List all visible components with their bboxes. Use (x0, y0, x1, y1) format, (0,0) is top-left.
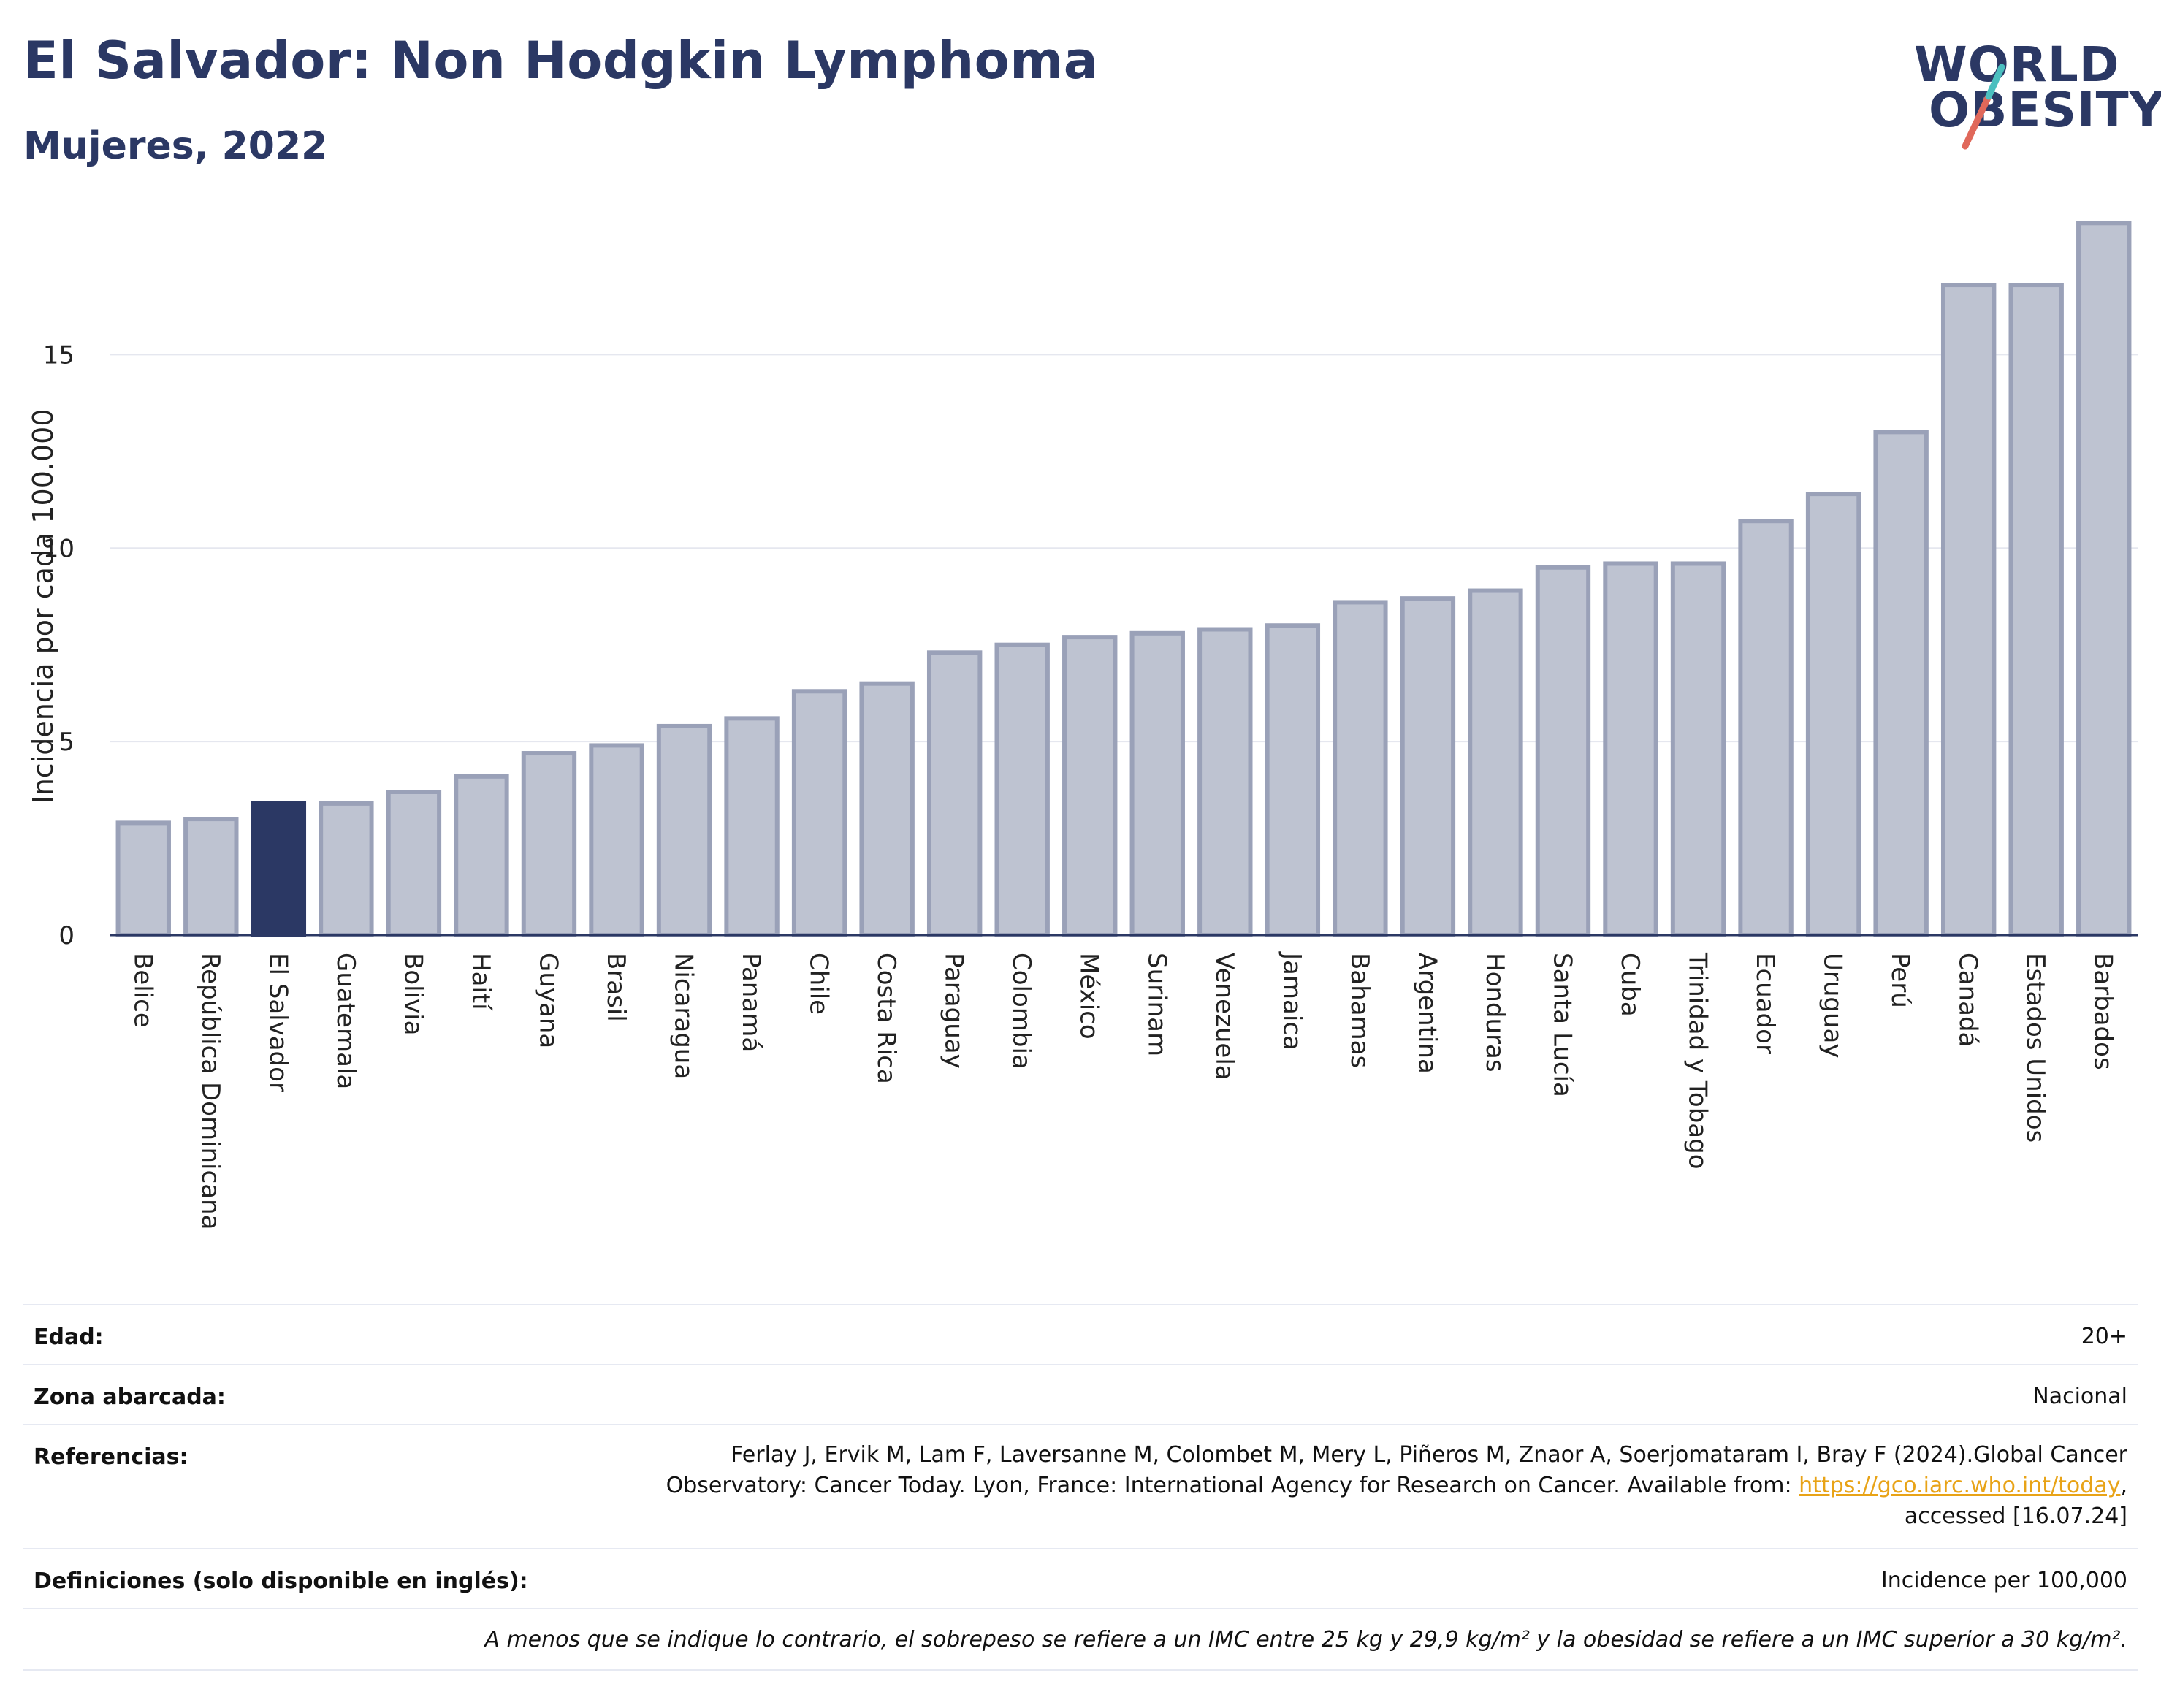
x-tick-label: Brasil (601, 953, 630, 1022)
bar (2008, 283, 2064, 937)
referencias-line3: accessed [16.07.24] (1904, 1503, 2127, 1529)
zona-value: Nacional (2032, 1384, 2127, 1409)
referencias-line2-text: Observatory: Cancer Today. Lyon, France:… (666, 1473, 1799, 1498)
bar (521, 751, 577, 937)
y-tick-label: 15 (43, 340, 75, 370)
definiciones-value: Incidence per 100,000 (1880, 1568, 2127, 1593)
bar (1805, 492, 1861, 937)
bar (1265, 623, 1321, 937)
referencias-value: Ferlay J, Ervik M, Lam F, Laversanne M, … (666, 1440, 2127, 1532)
x-tick-label: Guyana (533, 953, 563, 1048)
x-tick-label: Ecuador (1750, 953, 1780, 1054)
bar (1940, 283, 1997, 937)
bar (1873, 430, 1929, 937)
info-row-definiciones: Definiciones (solo disponible en inglés)… (23, 1548, 2138, 1609)
referencias-line1: Ferlay J, Ervik M, Lam F, Laversanne M, … (731, 1442, 2127, 1468)
world-obesity-logo: WORLD OBESITY (1907, 29, 2161, 161)
x-tick-label: Chile (804, 953, 834, 1015)
x-tick-label: Cuba (1615, 953, 1644, 1017)
x-tick-label: Paraguay (940, 953, 969, 1069)
info-row-referencias: Referencias: Ferlay J, Ervik M, Lam F, L… (23, 1424, 2138, 1549)
bar (1738, 519, 1794, 937)
bar (319, 801, 374, 937)
chart-subtitle: Mujeres, 2022 (23, 124, 328, 168)
y-tick-label: 5 (58, 728, 75, 757)
bar (589, 743, 644, 937)
x-tick-label: Trinidad y Tobago (1683, 952, 1712, 1170)
bar (859, 681, 915, 937)
bar (994, 642, 1050, 937)
zona-label: Zona abarcada: (34, 1384, 226, 1410)
x-tick-label: Estados Unidos (2021, 953, 2050, 1143)
info-row-footnote: A menos que se indique lo contrario, el … (23, 1608, 2138, 1671)
logo-line1: WORLD (1914, 37, 2120, 93)
chart-title: El Salvador: Non Hodgkin Lymphoma (23, 31, 1099, 91)
x-tick-label: Uruguay (1818, 953, 1848, 1059)
bar (1468, 588, 1523, 937)
x-tick-label: Canadá (1954, 953, 1983, 1047)
info-row-zona: Zona abarcada: Nacional (23, 1364, 2138, 1425)
x-tick-label: Honduras (1480, 953, 1509, 1072)
x-tick-label: Panamá (736, 953, 766, 1052)
logo-line2: OBESITY (1929, 82, 2161, 138)
x-tick-label: Jamaica (1277, 951, 1306, 1051)
bar (656, 723, 712, 937)
x-tick-label: Perú (1886, 953, 1915, 1008)
info-row-edad: Edad: 20+ (23, 1304, 2138, 1365)
bar (115, 820, 171, 938)
y-tick-label: 10 (43, 534, 75, 563)
x-tick-label: El Salvador (263, 953, 292, 1092)
bar (724, 716, 780, 938)
bar (2076, 221, 2132, 937)
x-tick-label: Costa Rica (872, 953, 901, 1084)
y-axis-label: Incidencia por cada 100.000 (27, 408, 59, 804)
bar (1670, 561, 1726, 937)
edad-label: Edad: (34, 1324, 104, 1350)
referencias-line2-end: , (2120, 1473, 2127, 1498)
x-tick-label: Nicaragua (669, 953, 698, 1079)
x-tick-label: Venezuela (1210, 953, 1239, 1080)
edad-value: 20+ (2081, 1324, 2127, 1349)
bar (1197, 627, 1253, 937)
bar (1535, 565, 1591, 938)
x-tick-label: Haití (466, 953, 495, 1011)
footnote-text: A menos que se indique lo contrario, el … (484, 1627, 2127, 1652)
bar (1603, 561, 1658, 937)
bar (454, 774, 509, 937)
x-tick-label: Bolivia (398, 953, 427, 1035)
y-tick-label: 0 (58, 921, 75, 950)
x-tick-label: México (1075, 953, 1104, 1040)
bar (386, 790, 442, 937)
x-tick-label: Colombia (1007, 953, 1036, 1070)
bar (1333, 600, 1388, 937)
bar (183, 817, 239, 937)
definiciones-label: Definiciones (solo disponible en inglés)… (34, 1568, 528, 1594)
bar (1062, 635, 1118, 937)
bar (1400, 596, 1456, 937)
x-tick-label: Bahamas (1345, 953, 1374, 1068)
bar (791, 689, 847, 937)
bar (1129, 630, 1185, 937)
reference-link[interactable]: https://gco.iarc.who.int/today (1799, 1473, 2121, 1498)
x-tick-label: Argentina (1412, 953, 1441, 1074)
bar-highlighted (251, 801, 307, 937)
x-tick-label: República Dominicana (196, 953, 225, 1229)
x-tick-label: Surinam (1142, 953, 1171, 1056)
x-tick-label: Barbados (2089, 953, 2118, 1070)
bar-chart: 0 5 10 15 Incidencia por cada 100.000 Belice R… (27, 221, 2138, 1229)
x-tick-label: Belice (128, 953, 157, 1028)
referencias-label: Referencias: (34, 1444, 188, 1470)
referencias-line2: Observatory: Cancer Today. Lyon, France:… (666, 1471, 2127, 1501)
x-tick-label: Guatemala (331, 953, 360, 1089)
bar (926, 650, 983, 937)
logo-slash-icon (1962, 64, 2005, 150)
x-tick-label: Santa Lucía (1547, 953, 1577, 1097)
